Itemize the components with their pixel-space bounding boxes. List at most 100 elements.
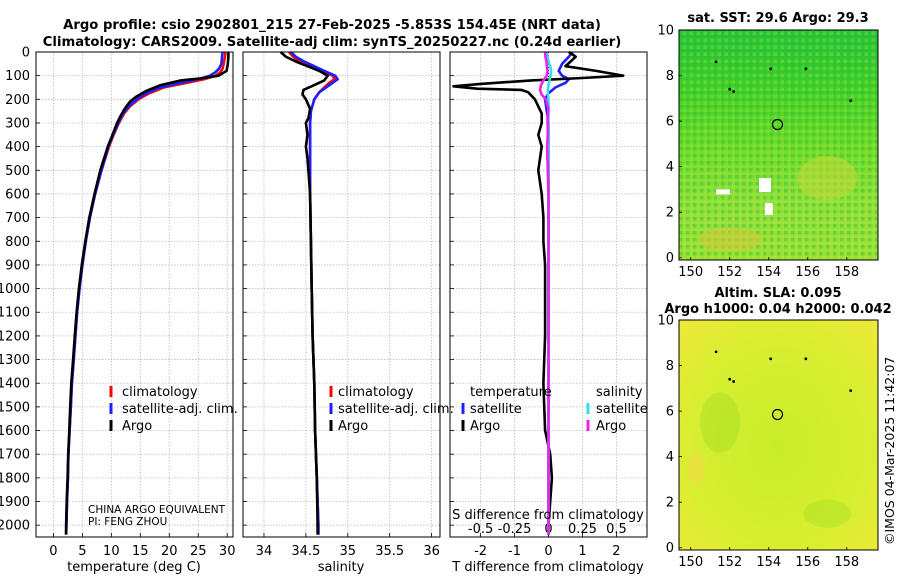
argo-location-marker [771, 118, 784, 131]
x-tick-label: 34 [256, 544, 273, 559]
plot-frame [449, 51, 648, 538]
x-tick-label: -2 [474, 544, 487, 559]
float-dot [728, 87, 732, 91]
x-tick-label: 0 [544, 544, 552, 559]
difference-xlabel: T difference from climatology [451, 560, 644, 575]
float-dot [769, 67, 773, 71]
depth-tick-label: 600 [5, 187, 30, 202]
depth-tick-label: 2000 [0, 519, 30, 534]
depth-tick-label: 100 [5, 69, 30, 84]
map-frame [678, 319, 879, 551]
map-y-tick-label: 10 [657, 314, 674, 329]
depth-tick-label: 500 [5, 164, 30, 179]
top-x-tick-label: 0.5 [606, 522, 627, 537]
x-tick-label: 15 [132, 544, 149, 559]
map-x-tick-label: 150 [678, 555, 703, 570]
difference-panel: -2 -1 0 1 2-0.5 -0.25 0 0.25 0.5 [449, 50, 648, 559]
float-dot [714, 60, 718, 64]
x-tick-label: 25 [190, 544, 207, 559]
map-x-tick-label: 150 [678, 265, 703, 280]
depth-tick-label: 700 [5, 211, 30, 226]
diff-legend-temperature-title: temperature [470, 385, 552, 400]
depth-tick-label: 1500 [0, 400, 30, 415]
float-dot [804, 67, 808, 71]
argo-location-marker [771, 408, 784, 421]
plot-background [36, 52, 233, 537]
sst-texture [679, 30, 878, 260]
x-tick-label: 30 [219, 544, 236, 559]
imos-watermark: ©IMOS 04-Mar-2025 11:42:07 [882, 357, 897, 545]
map-y-tick-label: 4 [666, 450, 674, 465]
x-tick-label: 5 [78, 544, 86, 559]
series-line [64, 52, 230, 535]
diff-legend-salinity-satellite: satellite [596, 402, 648, 417]
map-y-tick-label: 6 [666, 405, 674, 420]
depth-tick-label: 1700 [0, 448, 30, 463]
x-tick-label: -1 [508, 544, 521, 559]
depth-tick-labels: 0 100 200 300 400 500 600 700 800 900 1000 1100 1200… [0, 46, 30, 534]
top-x-tick-label: -0.25 [498, 522, 532, 537]
sla-low-patch [699, 392, 740, 453]
sla-low-patch [803, 499, 852, 528]
map-x-tick-label: 156 [795, 265, 820, 280]
salinity-legend-climatology: climatology [338, 385, 414, 400]
plot-frame [242, 51, 441, 538]
temperature-annotation-line2: PI: FENG ZHOU [88, 516, 167, 528]
sla-map-title-line1: Altim. SLA: 0.095 [715, 286, 842, 301]
map-y-tick-label: 4 [666, 160, 674, 175]
map-y-tick-label: 2 [666, 206, 674, 221]
sla-high-patch [688, 452, 705, 485]
diff-legend-temperature-argo: Argo [470, 419, 500, 434]
sst-map-panel: 150 152 154 156 158 0 2 4 6 8 10 [657, 24, 879, 280]
depth-tick-label: 300 [5, 116, 30, 131]
diff-legend-salinity-title: salinity [596, 385, 643, 400]
salinity-panel: 34 34.5 35 35.5 36 [242, 51, 441, 559]
x-tick-label: 10 [103, 544, 120, 559]
map-y-tick-label: 0 [666, 541, 674, 556]
x-tick-label: 34.5 [291, 544, 320, 559]
x-tick-label: 2 [612, 544, 620, 559]
float-dot [769, 357, 773, 361]
depth-tick-label: 800 [5, 235, 30, 250]
float-dot [732, 90, 736, 93]
depth-tick-label: 200 [5, 93, 30, 108]
series-line [279, 51, 330, 535]
float-dot [849, 99, 853, 102]
depth-tick-label: 400 [5, 140, 30, 155]
temperature-legend-climatology: climatology [122, 385, 198, 400]
map-x-tick-label: 152 [717, 555, 742, 570]
depth-tick-label: 1800 [0, 471, 30, 486]
x-tick-label: 36 [423, 544, 440, 559]
plot-background [243, 52, 440, 537]
sst-warm-patch [697, 227, 762, 252]
float-dot [849, 389, 853, 392]
map-y-tick-label: 2 [666, 496, 674, 511]
depth-tick-label: 0 [22, 46, 30, 61]
map-x-tick-label: 152 [717, 265, 742, 280]
x-tick-label: 35 [340, 544, 357, 559]
x-tick-label: 0 [49, 544, 57, 559]
temperature-annotation-line1: CHINA ARGO EQUIVALENT [88, 504, 226, 516]
temperature-xlabel: temperature (deg C) [67, 560, 201, 575]
depth-tick-label: 1000 [0, 282, 30, 297]
sla-map-title-line2: Argo h1000: 0.04 h2000: 0.042 [664, 302, 891, 317]
temperature-panel: 0 5 10 15 20 25 30 [35, 51, 236, 559]
float-dot [804, 357, 808, 361]
map-y-tick-label: 10 [657, 24, 674, 39]
difference-top-xlabel: S difference from climatology [452, 508, 644, 523]
sst-map-title: sat. SST: 29.6 Argo: 29.3 [687, 11, 868, 26]
depth-tick-label: 1900 [0, 495, 30, 510]
sst-warm-patch [797, 156, 858, 201]
map-x-tick-label: 158 [834, 265, 859, 280]
map-x-tick-label: 154 [756, 265, 781, 280]
float-dot [728, 377, 732, 381]
map-y-tick-label: 6 [666, 115, 674, 130]
depth-tick-label: 1100 [0, 306, 30, 321]
depth-tick-label: 1600 [0, 424, 30, 439]
x-tick-label: 1 [578, 544, 586, 559]
sla-map-panel: 150 152 154 156 158 0 2 4 6 8 10 [657, 314, 879, 570]
salinity-legend-argo: Argo [338, 419, 368, 434]
top-x-tick-label: -0.5 [468, 522, 493, 537]
map-x-tick-label: 154 [756, 555, 781, 570]
